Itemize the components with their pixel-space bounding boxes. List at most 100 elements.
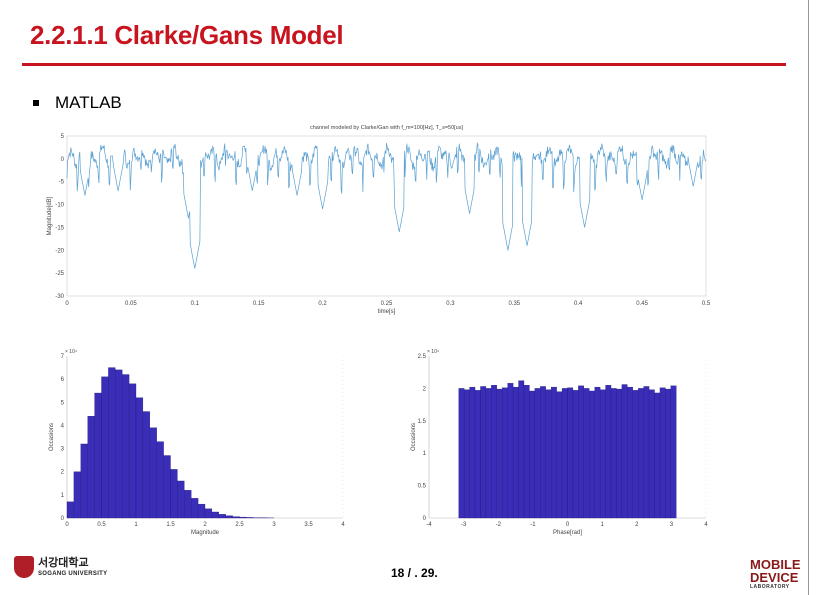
chart2-xtick-label: 2.5	[235, 522, 244, 528]
chart3-ytick-label: 0	[423, 516, 427, 522]
chart3-bar	[534, 388, 541, 519]
chart3-xtick-label: -1	[530, 522, 536, 528]
chart2-bar	[232, 516, 240, 519]
chart1-ytick-label: -20	[55, 248, 64, 254]
chart3-xtick-label: 3	[670, 522, 674, 528]
chart2-bar	[66, 501, 75, 519]
chart1-ylabel: Magnitude[dB]	[47, 196, 53, 235]
chart3-ytick-label: 1	[423, 451, 427, 457]
chart3-bar	[632, 390, 639, 519]
title-underline	[22, 63, 786, 66]
chart2-ytick-label: 1	[61, 493, 65, 499]
chart2-bar	[149, 427, 157, 519]
chart2-bar	[239, 516, 247, 519]
chart3-xtick-label: 2	[635, 522, 639, 528]
logo-english-text: SOGANG UNIVERSITY	[38, 570, 108, 577]
chart3-bar	[507, 383, 514, 519]
chart3-ytick-label: 2.5	[418, 354, 427, 360]
chart1-ytick-label: -15	[55, 225, 64, 231]
chart2-xtick-label: 4	[341, 522, 345, 528]
chart3-bar	[496, 388, 503, 519]
chart2-bar	[156, 441, 164, 519]
chart2-bar	[108, 367, 116, 519]
chart1-frame	[66, 135, 707, 297]
chart2-bar	[177, 480, 185, 519]
chart1-ytick-label: 5	[61, 134, 65, 140]
chart2-bar	[225, 515, 233, 519]
chart2-xtick-label: 0.5	[97, 522, 106, 528]
chart3-ytick-label: 1.5	[418, 419, 427, 425]
chart2-bar	[184, 490, 192, 519]
chart3-bar	[610, 388, 617, 519]
chart3-bar	[599, 389, 606, 519]
chart1-xtick-label: 0	[65, 301, 69, 307]
lab-logo-line2: DEVICE	[750, 570, 799, 585]
chart2-xtick-label: 1	[134, 522, 138, 528]
page-number: 18 / . 29.	[391, 566, 438, 580]
chart3-bar	[643, 386, 650, 519]
chart3-bar	[545, 389, 552, 519]
slide-title: 2.2.1.1 Clarke/Gans Model	[30, 20, 344, 50]
chart2-bar	[246, 517, 254, 519]
chart3-bar	[654, 392, 661, 519]
chart1-ytick-label: -25	[55, 271, 64, 277]
chart1-title: channel modeled by Clarke/Gan with f_m=1…	[310, 125, 464, 131]
chart2-exponent: × 10⁴	[65, 349, 77, 355]
chart3-bar	[485, 388, 492, 519]
chart2-xtick-label: 0	[65, 522, 69, 528]
chart3-bar	[458, 388, 465, 519]
chart1-xlabel: time[s]	[378, 309, 396, 315]
chart3-bar	[665, 388, 671, 519]
chart1-xtick-label: 0.35	[508, 301, 520, 307]
chart2-xtick-label: 1.5	[166, 522, 175, 528]
chart1-xtick-label: 0.05	[125, 301, 137, 307]
chart3-bar	[561, 388, 568, 519]
chart3-xtick-label: -4	[426, 522, 432, 528]
chart3-bar	[540, 386, 546, 519]
chart3-bar	[491, 385, 497, 519]
chart3-bar	[594, 386, 601, 519]
chart3-xtick-label: -3	[461, 522, 467, 528]
university-seal-icon	[14, 556, 34, 578]
chart3-bar	[523, 385, 530, 519]
chart1-xtick-label: 0.4	[574, 301, 583, 307]
chart1-xtick-label: 0.3	[446, 301, 455, 307]
chart2-bar	[101, 376, 109, 519]
chart3-ytick-label: 2	[423, 386, 427, 392]
bullet-text: MATLAB	[55, 93, 122, 112]
chart1-xtick-label: 0.45	[636, 301, 648, 307]
chart2-ytick-label: 0	[61, 516, 65, 522]
chart3-bar	[670, 385, 677, 519]
chart1-ytick-label: -10	[55, 203, 64, 209]
chart2-xtick-label: 2	[203, 522, 207, 528]
chart2-ytick-label: 6	[61, 377, 65, 383]
chart3-xtick-label: 4	[704, 522, 708, 528]
chart2-bar	[115, 369, 123, 519]
chart2-xtick-label: 3.5	[304, 522, 313, 528]
chart3-bar	[512, 386, 519, 519]
chart1-series-line	[66, 142, 707, 269]
lab-logo-line3: LABORATORY	[750, 584, 790, 590]
chart3-bar	[529, 390, 536, 519]
chart3-xtick-label: 0	[566, 522, 570, 528]
chart2-ytick-label: 5	[61, 400, 65, 406]
chart2-xlabel: Magnitude	[191, 530, 220, 536]
chart3-bar	[605, 385, 612, 519]
logo-korean-text: 서강대학교	[38, 556, 89, 569]
lab-logo-line1: MOBILE	[750, 557, 801, 572]
chart3-xlabel: Phase[rad]	[553, 530, 582, 536]
chart3-bar	[567, 387, 574, 519]
chart3-bar	[578, 385, 584, 519]
bullet-item: MATLAB	[33, 93, 122, 113]
chart3-bar	[469, 386, 476, 519]
chart2-bar	[135, 397, 144, 519]
chart3-bar	[474, 390, 481, 519]
chart2-bar	[191, 498, 199, 519]
chart2-bar	[218, 514, 226, 519]
chart2-bar	[211, 511, 219, 519]
chart3-bar	[627, 386, 633, 519]
chart2-bar	[170, 469, 178, 519]
chart1-ytick-label: -30	[55, 294, 64, 300]
chart3-bar	[589, 390, 595, 519]
chart2-bar	[122, 374, 130, 519]
